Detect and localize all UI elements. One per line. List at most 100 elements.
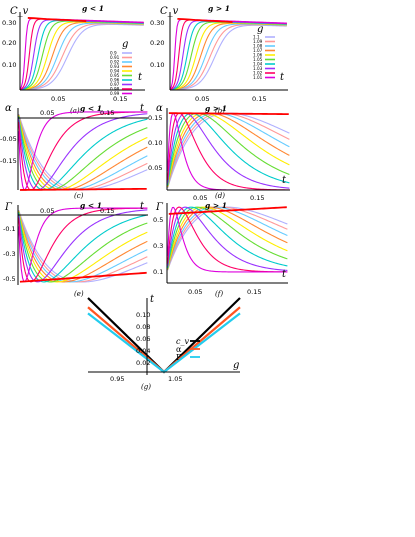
panel-g-legend-label: Γ (176, 353, 182, 362)
panel-f-series-8 (167, 206, 288, 271)
panel-a-legend-label: 0.98 (110, 87, 120, 92)
panel-a-xtick-1: 0.05 (51, 95, 65, 103)
panel-f-series-3 (167, 206, 288, 270)
panel-g-ytick-2: 0.08 (136, 323, 150, 331)
panel-b-legend-label: 1.06 (253, 53, 263, 58)
panel-g-legend-label: α (176, 345, 182, 354)
panel-e: Γ g < 1 0.05 0.15 -0.1 -0.3 -0.5 t (e) (3, 201, 148, 298)
panel-g-series-0 (87, 297, 241, 374)
panel-a-legend-label: 0.95 (110, 73, 120, 78)
panel-g-ytick-1: 0.10 (136, 311, 150, 319)
panel-f-ytick-1: 0.5 (153, 216, 163, 224)
panel-a-xtick-2: 0.15 (113, 95, 127, 103)
panel-a-legend-label: 0.99 (110, 91, 120, 96)
panel-f-xlabel: t (282, 269, 287, 280)
panel-g-series-1 (87, 306, 241, 374)
panel-d-series-4 (167, 112, 290, 188)
panel-e-series-3 (18, 210, 148, 283)
panel-f-ytick-3: 0.1 (153, 268, 163, 276)
panel-e-xtick-2: 0.15 (100, 207, 114, 215)
panel-b-title: g > 1 (208, 4, 230, 13)
panel-g-legend-label: c_v (176, 337, 189, 346)
panel-c-xlabel: t (140, 103, 145, 114)
panel-g-xtick-1: 0.95 (110, 375, 124, 383)
panel-d: α g > 1 0.15 0.10 0.05 0.05 0.15 t (d) (148, 103, 290, 202)
panel-d-ytick-1: 0.15 (148, 114, 162, 122)
panel-b-legend-label: 1.1 (253, 35, 260, 40)
panel-a-ytick-3: 0.10 (2, 61, 16, 69)
panel-a-envelope (27, 17, 87, 23)
panel-f-series-10 (167, 206, 288, 273)
panel-b-caption: (b) (215, 107, 225, 115)
panel-e-curves (18, 207, 148, 283)
panel-b-legend: g 1.11.091.081.071.061.051.041.031.021.0… (253, 24, 275, 80)
panel-b-legend-label: 1.03 (253, 66, 263, 71)
panel-c-curves (18, 111, 148, 191)
panel-f-xtick-2: 0.15 (247, 288, 261, 296)
panel-e-series-5 (18, 211, 148, 283)
panel-b-legend-label: 1.01 (253, 75, 263, 80)
panel-a-legend-label: 0.94 (110, 69, 120, 74)
panel-e-caption: (e) (74, 290, 84, 298)
panel-a-curves (19, 17, 144, 91)
panel-c-xtick-1: 0.05 (40, 109, 54, 117)
panel-f-series-6 (167, 206, 288, 269)
panel-e-title: g < 1 (80, 201, 102, 210)
panel-d-ylabel: α (156, 103, 163, 114)
panel-g-ytick-3: 0.06 (136, 335, 150, 343)
panel-c-series-10 (18, 111, 148, 191)
panel-e-envelope (19, 271, 147, 283)
panel-f-series-2 (167, 206, 288, 271)
panel-g: t g 0.10 0.08 0.06 0.04 0.02 0.95 1.05 (… (87, 294, 241, 391)
panel-a-ylabel: C_v (10, 6, 29, 17)
panel-b-legend-label: 1.09 (253, 39, 263, 44)
panel-a-legend: g 0.90.910.920.930.940.950.960.970.980.9… (110, 39, 132, 96)
panel-c-series-6 (18, 115, 148, 191)
panel-c-ytick-2: -0.15 (0, 157, 17, 165)
panel-c: α g < 1 0.05 0.15 -0.05 -0.15 t (c) (0, 103, 148, 200)
panel-e-series-6 (18, 211, 148, 283)
panel-a-title: g < 1 (82, 4, 104, 13)
panel-d-title: g > 1 (205, 104, 227, 113)
panel-d-series-5 (167, 112, 290, 187)
panel-f-series-5 (167, 206, 288, 270)
panel-f-envelope (168, 206, 287, 215)
panel-d-xtick-2: 0.15 (250, 194, 264, 202)
panel-d-xlabel: t (282, 175, 287, 186)
panel-g-ylabel: t (150, 294, 155, 305)
panel-b-legend-label: 1.02 (253, 71, 263, 76)
panel-b-xtick-2: 0.15 (252, 95, 266, 103)
panel-e-series-2 (18, 210, 148, 283)
panel-e-ytick-2: -0.3 (3, 250, 16, 258)
panel-c-series-3 (18, 114, 148, 191)
panel-a-legend-label: 0.96 (110, 78, 120, 83)
panel-c-xtick-2: 0.15 (100, 109, 114, 117)
panel-b-xtick-1: 0.05 (195, 95, 209, 103)
panel-a-legend-label: 0.97 (110, 82, 120, 87)
panel-d-series-3 (167, 112, 290, 188)
panel-e-series-8 (18, 209, 148, 283)
panel-b-envelope (177, 17, 233, 23)
panel-b-xlabel: t (280, 72, 285, 83)
panel-a-legend-label: 0.91 (110, 55, 120, 60)
panel-b-ytick-2: 0.20 (150, 39, 164, 47)
panel-e-ytick-3: -0.5 (3, 275, 16, 283)
panel-e-xtick-1: 0.05 (40, 207, 54, 215)
panel-f-caption: (f) (215, 290, 223, 298)
panel-d-series-6 (167, 112, 290, 186)
panel-d-xtick-1: 0.05 (193, 194, 207, 202)
panel-b-ytick-1: 0.30 (150, 19, 164, 27)
panel-a-ytick-1: 0.30 (2, 19, 16, 27)
panel-f-xtick-1: 0.05 (188, 288, 202, 296)
panel-a-legend-header: g (122, 39, 128, 50)
panel-g-xlabel: g (233, 360, 239, 371)
panel-b-ylabel: C_v (160, 6, 179, 17)
panel-d-curves (167, 112, 290, 191)
panel-c-series-5 (18, 115, 148, 191)
panel-b-curves (169, 17, 287, 91)
panel-d-ytick-3: 0.05 (148, 164, 162, 172)
panel-c-title: g < 1 (80, 104, 102, 113)
panel-f-ylabel: Γ (155, 202, 164, 213)
panel-e-ytick-1: -0.1 (3, 225, 16, 233)
panel-c-envelope (19, 187, 147, 191)
